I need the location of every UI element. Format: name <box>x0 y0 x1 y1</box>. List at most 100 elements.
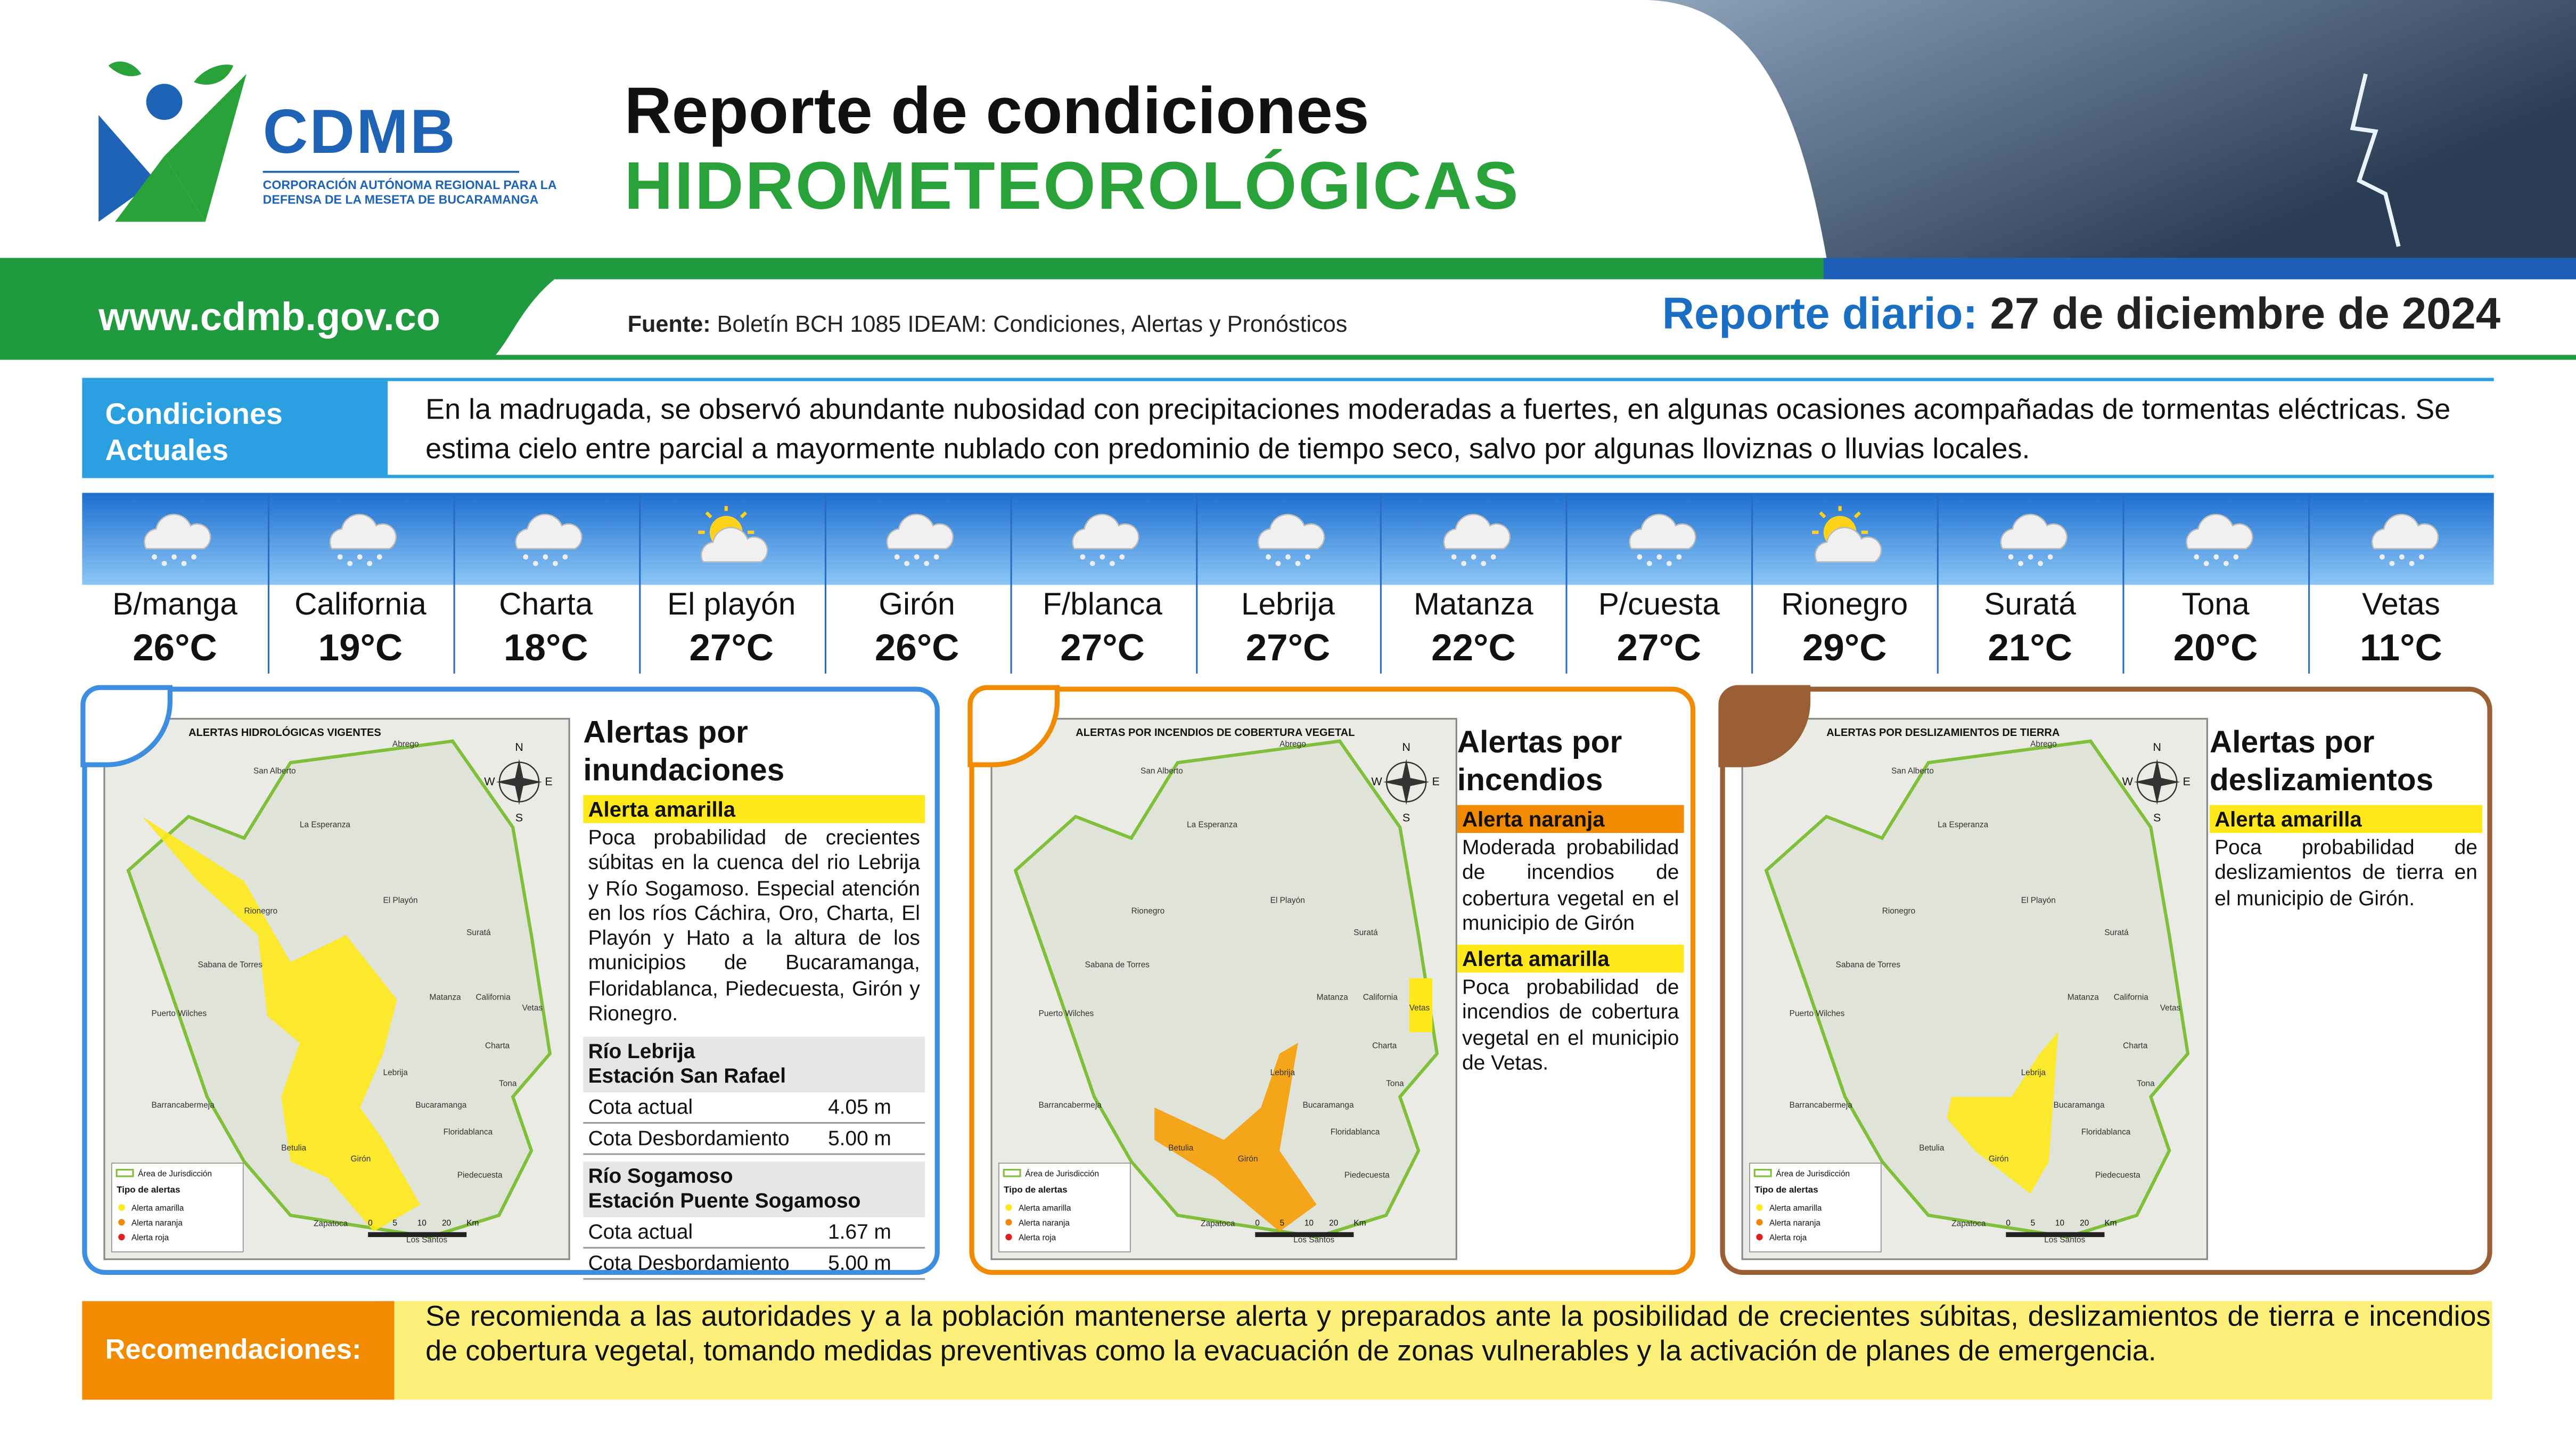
forecast-divider <box>2308 493 2310 674</box>
town-label: El Playón <box>2021 896 2056 905</box>
row-label: Cota Desbordamiento <box>588 1252 790 1276</box>
town-label: Puerto Wilches <box>151 1009 207 1018</box>
forecast-divider <box>1010 493 1012 674</box>
weather-icon <box>1999 513 2067 567</box>
station-name: Estación Puente Sogamoso <box>588 1190 861 1213</box>
town-label: Lebrija <box>2021 1068 2046 1077</box>
website[interactable]: www.cdmb.gov.co <box>99 296 440 340</box>
forecast-divider <box>1566 493 1568 674</box>
legend-dot <box>118 1219 125 1226</box>
row-label: Cota actual <box>588 1096 693 1120</box>
city-name: F/blanca <box>1043 588 1162 623</box>
town-label: Piedecuesta <box>1344 1170 1390 1180</box>
map: ALERTAS HIDROLÓGICAS VIGENTES Abrego San A… <box>103 718 570 1260</box>
town-label: Sabana de Torres <box>1085 961 1150 970</box>
cloud <box>1814 527 1882 563</box>
compass-letter: S <box>1402 811 1410 824</box>
forecast-cell: B/manga 26°C <box>82 493 267 674</box>
scale-label: 10 <box>2055 1218 2064 1227</box>
cloud <box>701 527 768 563</box>
station-header: Río Lebrija Estación San Rafael <box>583 1037 925 1093</box>
town-label: Charta <box>1372 1041 1397 1050</box>
legend-title: Tipo de alertas <box>117 1185 180 1195</box>
rain-drop <box>1676 554 1681 560</box>
scale-label: Km <box>466 1218 479 1227</box>
legend-dot <box>1005 1219 1012 1226</box>
logo-subtitle-line: CORPORACIÓN AUTÓNOMA REGIONAL PARA LA <box>262 177 557 192</box>
legend-box <box>1749 1163 1882 1252</box>
town-label: Rionegro <box>1882 907 1916 916</box>
legend-dot <box>1005 1233 1012 1241</box>
compass-letter: W <box>2122 775 2133 788</box>
alert-text: Alertas por incendios Alerta naranja Moder… <box>1457 724 1684 1080</box>
city-name: Charta <box>499 588 593 623</box>
alert-level: Alerta amarilla <box>583 795 925 823</box>
panel-heading: Alertas por deslizamientos <box>2209 726 2434 799</box>
station-row: Cota Desbordamiento 5.00 m <box>583 1249 925 1281</box>
alert-description: Poca probabilidad de deslizamientos de t… <box>2214 836 2477 910</box>
rain-drop <box>2378 554 2384 560</box>
row-label: Cota actual <box>588 1221 693 1245</box>
town-label: Bucaramanga <box>415 1101 466 1110</box>
legend-swatch <box>116 1168 134 1177</box>
recommendations-text: Se recomienda a las autoridades y a la p… <box>425 1299 2491 1367</box>
forecast-cell: P/cuesta 27°C <box>1566 493 1752 674</box>
map-title: ALERTAS HIDROLÓGICAS VIGENTES <box>188 726 381 739</box>
alert-area <box>1947 1032 2058 1194</box>
town-label: Charta <box>485 1041 510 1050</box>
alert-area <box>1154 1043 1317 1232</box>
rain-drop <box>553 561 559 567</box>
rain-drop <box>2017 561 2023 567</box>
town-label: Zapatoca <box>314 1219 348 1228</box>
rain-drop <box>523 554 529 560</box>
town-label: Vetas <box>2160 1004 2181 1013</box>
town-label: Piedecuesta <box>2095 1170 2140 1180</box>
town-label: Bucaramanga <box>1303 1101 1354 1110</box>
row-value: 5.00 m <box>828 1127 891 1151</box>
scale-label: Km <box>1353 1218 1366 1227</box>
report-label: Reporte diario: <box>1662 289 1978 339</box>
town-label: La Esperanza <box>300 821 351 830</box>
rain-drop <box>934 554 940 560</box>
town-label: Tona <box>1386 1079 1404 1088</box>
town-label: Vetas <box>1409 1004 1430 1013</box>
compass-letter: S <box>515 811 523 824</box>
forecast-divider <box>2122 493 2124 674</box>
legend-dot <box>1756 1204 1763 1211</box>
jurisdiction <box>1013 739 1439 1239</box>
scale-label: 0 <box>368 1218 373 1227</box>
legend-label: Área de Jurisdicción <box>138 1169 212 1178</box>
rain-drop <box>1451 554 1457 560</box>
town-label: Lebrija <box>1270 1068 1295 1077</box>
town-label: La Esperanza <box>1187 821 1238 830</box>
alert-level: Alerta amarilla <box>1457 945 1684 973</box>
town-label: La Esperanza <box>1938 821 1989 830</box>
conditions-text: En la madrugada, se observó abundante nu… <box>425 392 2451 465</box>
town-label: Betulia <box>1919 1144 1945 1153</box>
rain-drop <box>1480 561 1486 567</box>
town-label: California <box>1363 993 1398 1002</box>
town-label: Los Santos <box>2044 1235 2085 1245</box>
town-label: California <box>476 993 511 1002</box>
legend-box <box>998 1163 1131 1252</box>
river-name: Río Sogamoso <box>588 1165 733 1189</box>
cloud <box>2185 513 2253 550</box>
town-label: Matanza <box>1317 993 1349 1002</box>
forecast-cell: California 19°C <box>267 493 453 674</box>
weather-icon <box>144 513 212 567</box>
city-name: Girón <box>879 588 955 623</box>
forecast-cell: Rionegro 29°C <box>1752 493 1937 674</box>
scale-label: 5 <box>392 1218 397 1227</box>
town-label: Rionegro <box>1131 907 1165 916</box>
legend-label: Alerta roja <box>1769 1233 1807 1242</box>
rain-drop <box>2007 554 2013 560</box>
report-date: Reporte diario: 27 de diciembre de 2024 <box>1662 289 2500 340</box>
forecast-divider <box>453 493 455 674</box>
legend-label: Alerta roja <box>1019 1233 1056 1242</box>
legend-dot <box>118 1233 125 1241</box>
weather-icon <box>2185 513 2253 567</box>
source-label: Fuente: <box>627 310 711 337</box>
scale-label: 5 <box>1280 1218 1285 1227</box>
header-graphics <box>0 0 2576 360</box>
divider <box>82 378 2494 381</box>
